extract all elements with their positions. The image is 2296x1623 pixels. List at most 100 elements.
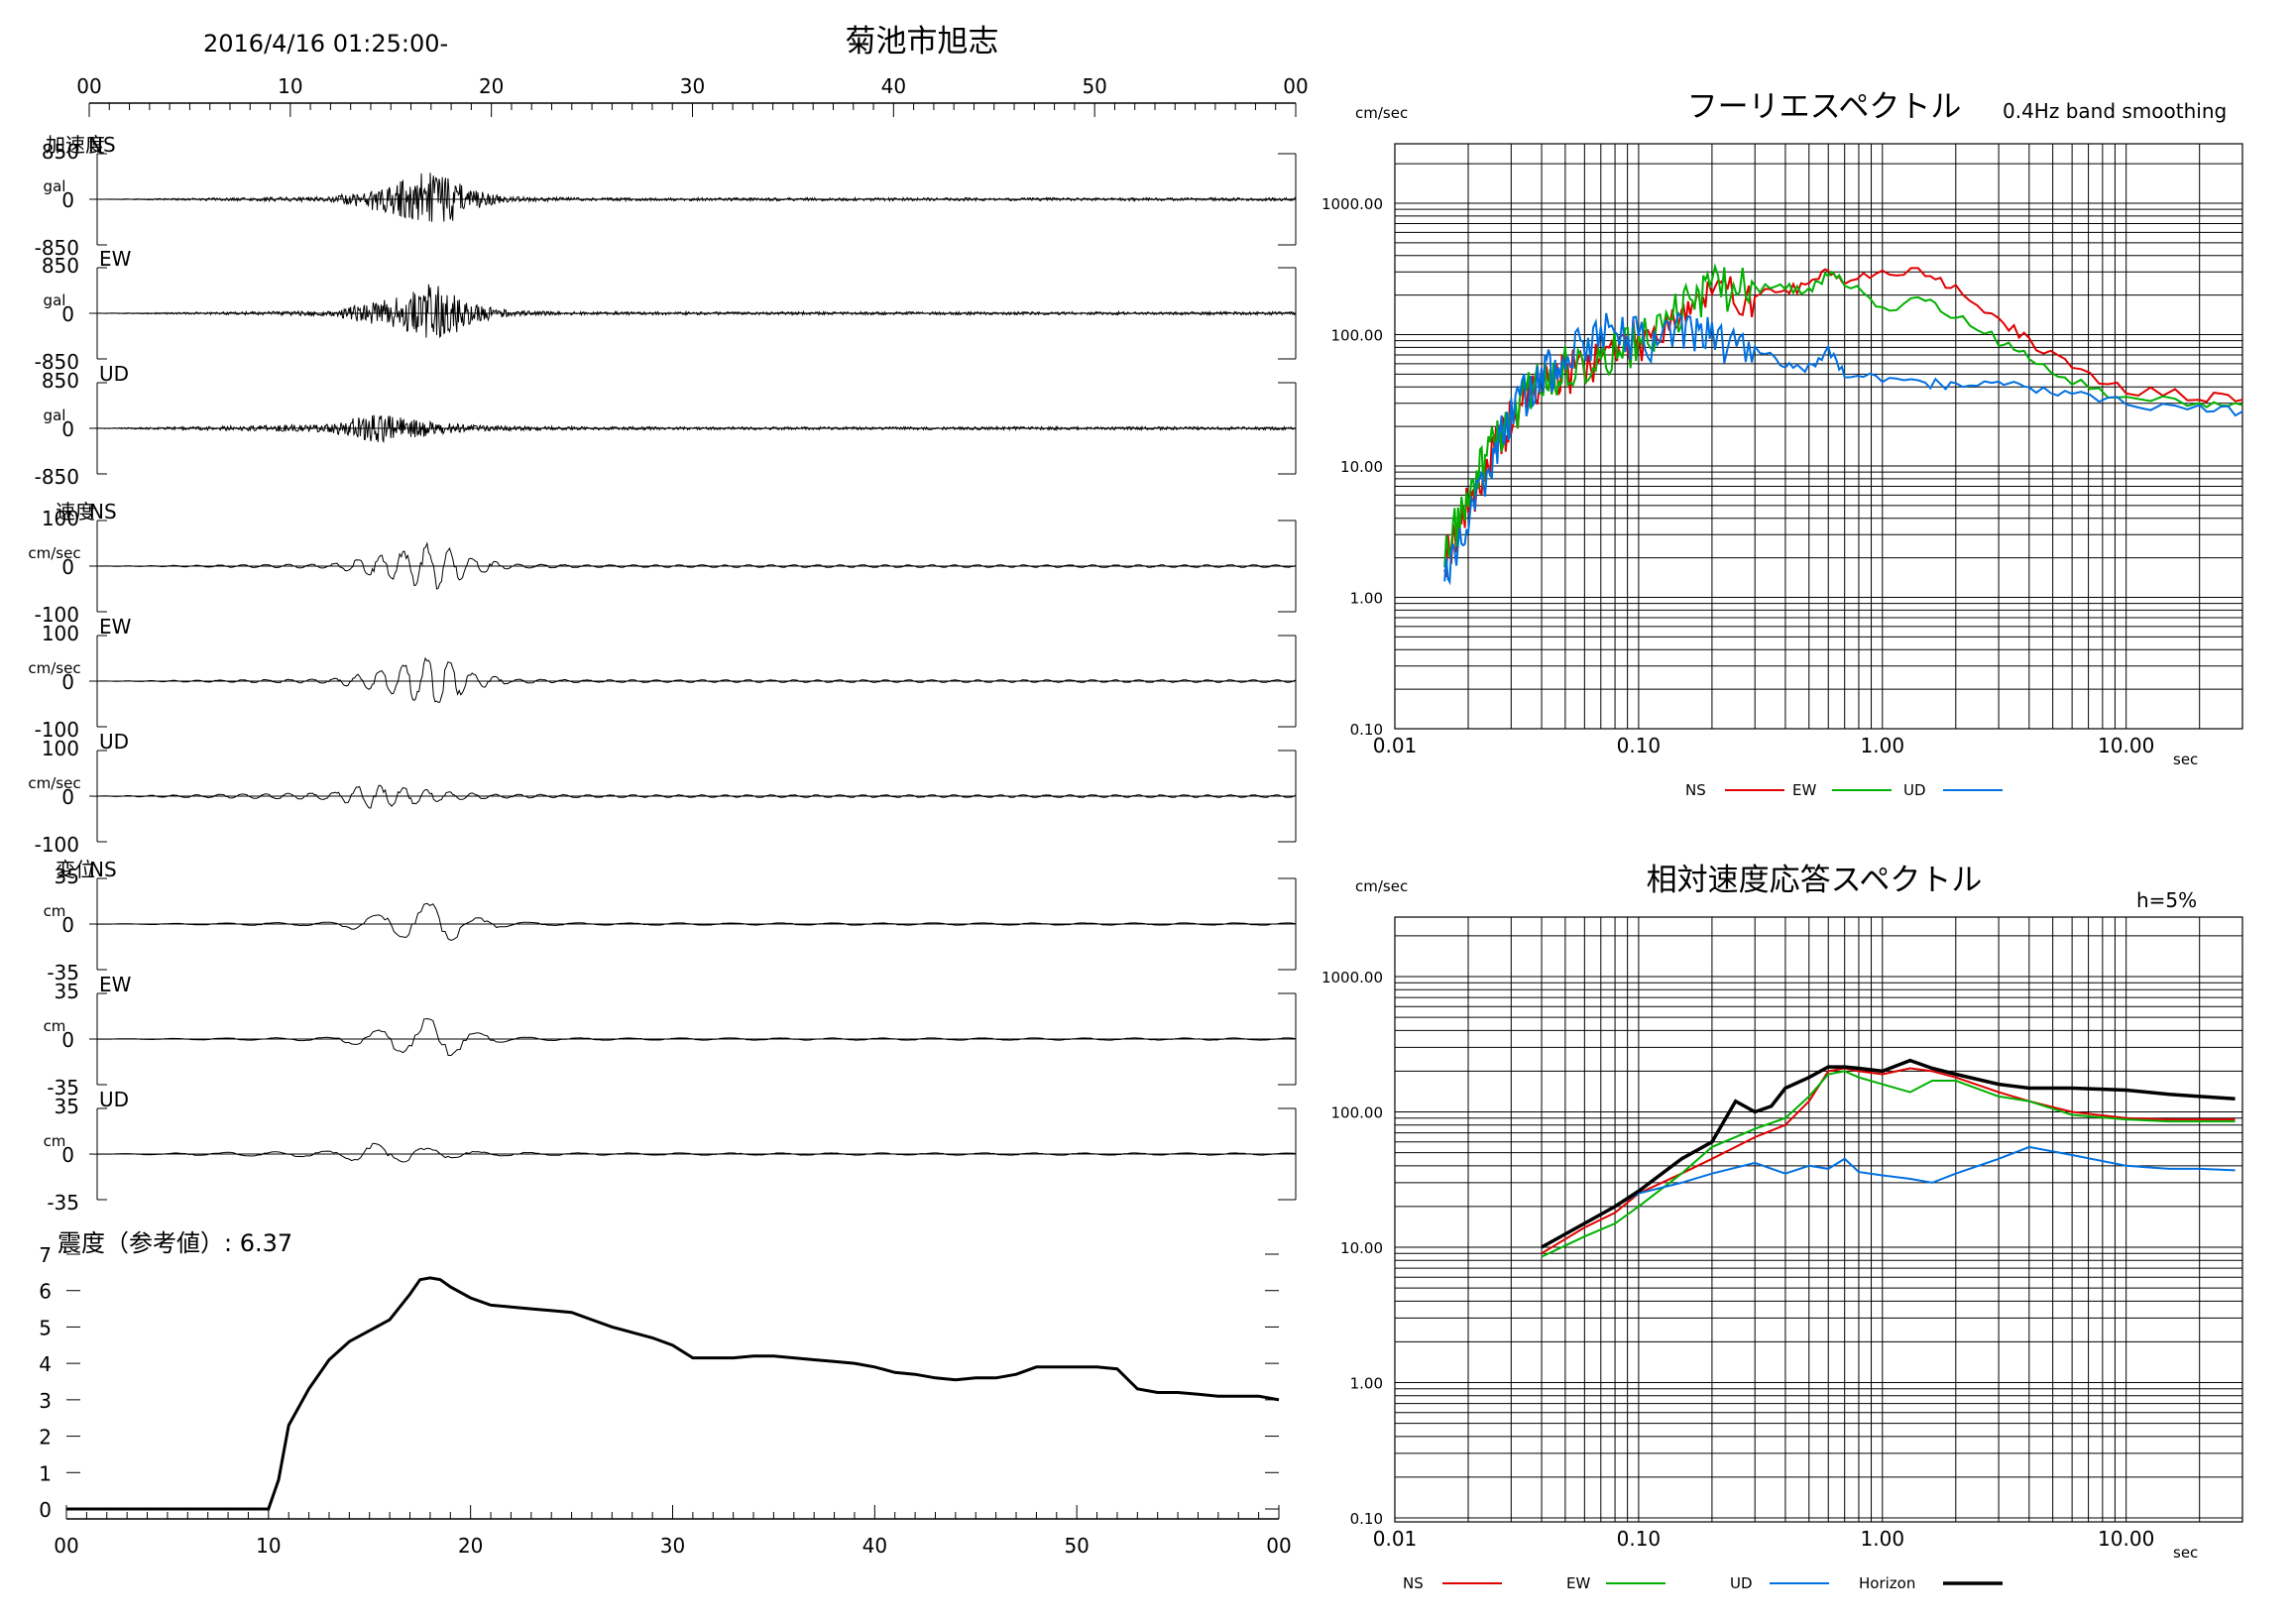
trace-min-label: -850 (35, 465, 79, 489)
waveform-trace (89, 784, 1297, 809)
waveform-trace (89, 173, 1297, 222)
response-damping: h=5% (2136, 888, 2197, 912)
legend-label-EW: EW (1566, 1574, 1590, 1592)
trace-min-label: -100 (35, 603, 79, 627)
intensity-x-tick: 30 (660, 1534, 685, 1558)
response-title: 相対速度応答スペクトル (1647, 863, 1983, 898)
trace-component-label: UD (99, 730, 129, 754)
waveform-trace (89, 414, 1297, 444)
trace-min-label: -100 (35, 833, 79, 857)
legend-label-Horizon: Horizon (1859, 1574, 1915, 1592)
spectrum-y-tick: 10.00 (1340, 1239, 1383, 1257)
trace-unit-label: cm (44, 1017, 66, 1035)
trace-zero-label: 0 (61, 188, 74, 212)
spectrum-unit: cm/sec (1355, 877, 1408, 895)
spectrum-x-tick: 1.00 (1861, 1527, 1905, 1551)
trace-group-label: 変位 (56, 858, 95, 881)
intensity-y-tick: 5 (39, 1316, 52, 1339)
waveform-trace (89, 656, 1297, 704)
trace-zero-label: 0 (61, 555, 74, 579)
trace-unit-label: cm (44, 1132, 66, 1150)
trace-unit-label: cm (44, 902, 66, 920)
spectrum-x-tick: 0.01 (1373, 1527, 1418, 1551)
intensity-x-tick: 00 (54, 1534, 78, 1558)
station-name: 菊池市旭志 (846, 24, 999, 59)
intensity-x-tick: 40 (862, 1534, 887, 1558)
spectrum-x-tick: 0.01 (1373, 734, 1418, 757)
trace-panel-UD: 850 0 -850 gal UD (35, 362, 1297, 489)
intensity-y-tick: 7 (39, 1243, 52, 1267)
intensity-y-tick: 6 (39, 1280, 52, 1304)
trace-max-label: 850 (42, 254, 79, 278)
spectrum-y-tick: 1000.00 (1321, 969, 1383, 986)
spectrum-y-tick: 0.10 (1350, 721, 1383, 739)
trace-zero-label: 0 (61, 417, 74, 441)
trace-component-label: EW (99, 247, 132, 271)
trace-component-label: UD (99, 1088, 129, 1111)
spectrum-y-tick: 1000.00 (1321, 195, 1383, 213)
waveform-trace (89, 1142, 1297, 1163)
intensity-x-tick: 50 (1064, 1534, 1089, 1558)
spectrum-series-NS (1443, 267, 2243, 578)
trace-group-label: 速度 (56, 500, 95, 523)
trace-group-label: 加速度 (46, 133, 105, 157)
spectrum-x-unit: sec (2173, 1544, 2198, 1562)
intensity-x-tick: 20 (458, 1534, 483, 1558)
spectrum-series-NS (1541, 1067, 2236, 1255)
trace-max-label: 35 (55, 980, 79, 1003)
trace-max-label: 100 (42, 737, 79, 760)
spectrum-y-tick: 100.00 (1331, 1104, 1384, 1122)
spectrum-series-Horizon (1541, 1058, 2236, 1249)
trace-min-label: -35 (47, 961, 79, 985)
intensity-y-tick: 4 (39, 1352, 52, 1376)
trace-max-label: 35 (55, 1095, 79, 1118)
trace-max-label: 850 (42, 140, 79, 164)
waveform-trace (89, 541, 1297, 590)
spectrum-y-tick: 1.00 (1350, 590, 1383, 608)
trace-panel-EW: 35 0 -35 cm EW (44, 973, 1297, 1100)
trace-max-label: 850 (42, 369, 79, 393)
trace-unit-label: gal (44, 177, 66, 195)
spectrum-series-EW (1443, 263, 2243, 568)
spectrum-x-tick: 0.10 (1617, 1527, 1662, 1551)
trace-min-label: -850 (35, 236, 79, 260)
trace-zero-label: 0 (61, 913, 74, 937)
trace-component-label: EW (99, 615, 132, 638)
trace-max-label: 100 (42, 622, 79, 645)
time-axis-label: 10 (278, 74, 302, 98)
trace-min-label: -850 (35, 350, 79, 374)
intensity-line (66, 1276, 1280, 1511)
intensity-y-tick: 1 (39, 1461, 52, 1485)
trace-panel-UD: 100 0 -100 cm/sec UD (28, 730, 1297, 857)
waveform-trace (89, 284, 1297, 339)
legend-label-EW: EW (1792, 781, 1816, 799)
trace-min-label: -35 (47, 1191, 79, 1215)
header-datetime: 2016/4/16 01:25:00- (203, 30, 448, 58)
intensity-title: 震度（参考値）: 6.37 (57, 1229, 292, 1257)
trace-component-label: NS (89, 500, 117, 523)
trace-component-label: NS (88, 133, 116, 157)
spectrum-x-tick: 0.10 (1617, 734, 1662, 757)
spectrum-y-tick: 100.00 (1331, 327, 1384, 345)
trace-zero-label: 0 (61, 670, 74, 694)
time-axis-label: 40 (881, 74, 906, 98)
waveform-trace (89, 902, 1297, 942)
trace-unit-label: cm/sec (28, 774, 80, 792)
trace-zero-label: 0 (61, 1143, 74, 1167)
legend-label-UD: UD (1903, 781, 1926, 799)
spectrum-x-tick: 10.00 (2098, 1527, 2154, 1551)
spectrum-x-tick: 1.00 (1861, 734, 1905, 757)
trace-min-label: -100 (35, 718, 79, 742)
time-axis-label: 30 (680, 74, 705, 98)
intensity-x-tick: 00 (1266, 1534, 1291, 1558)
legend-label-UD: UD (1730, 1574, 1753, 1592)
spectrum-y-tick: 1.00 (1350, 1375, 1383, 1393)
waveform-panels: 00 10 20 30 40 50 008500-850gal加速度NS8500-850ga… (28, 74, 1308, 1215)
intensity-y-tick: 3 (39, 1389, 52, 1413)
waveform-trace (89, 1017, 1297, 1056)
